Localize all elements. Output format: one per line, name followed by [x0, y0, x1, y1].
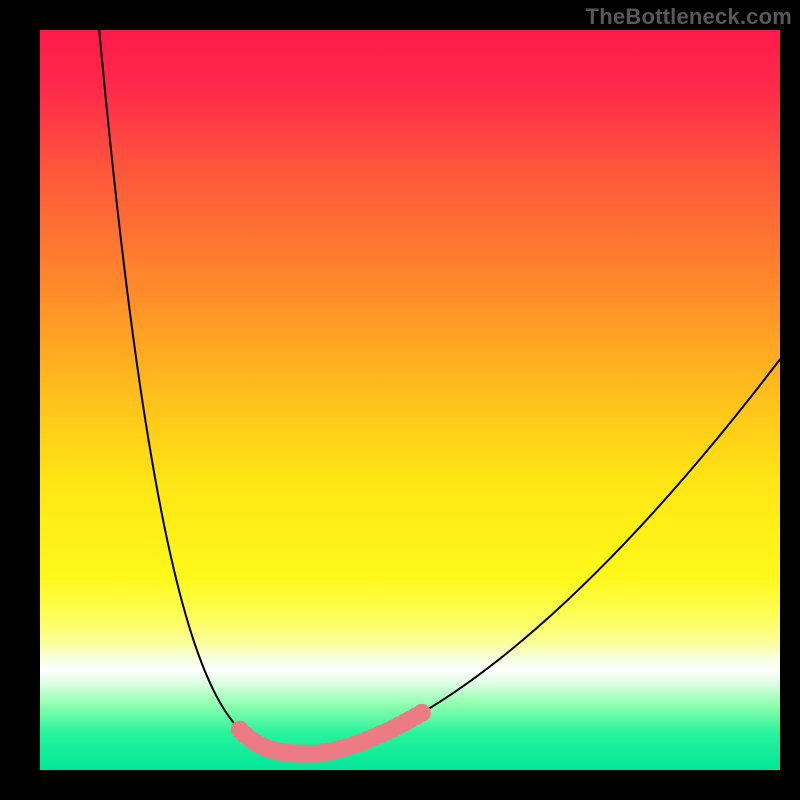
highlight-dot — [413, 704, 430, 721]
chart-container: TheBottleneck.com — [0, 0, 800, 800]
chart-svg — [40, 30, 780, 770]
gradient-bg — [40, 30, 780, 770]
plot-area — [40, 30, 780, 770]
watermark-text: TheBottleneck.com — [586, 4, 792, 30]
